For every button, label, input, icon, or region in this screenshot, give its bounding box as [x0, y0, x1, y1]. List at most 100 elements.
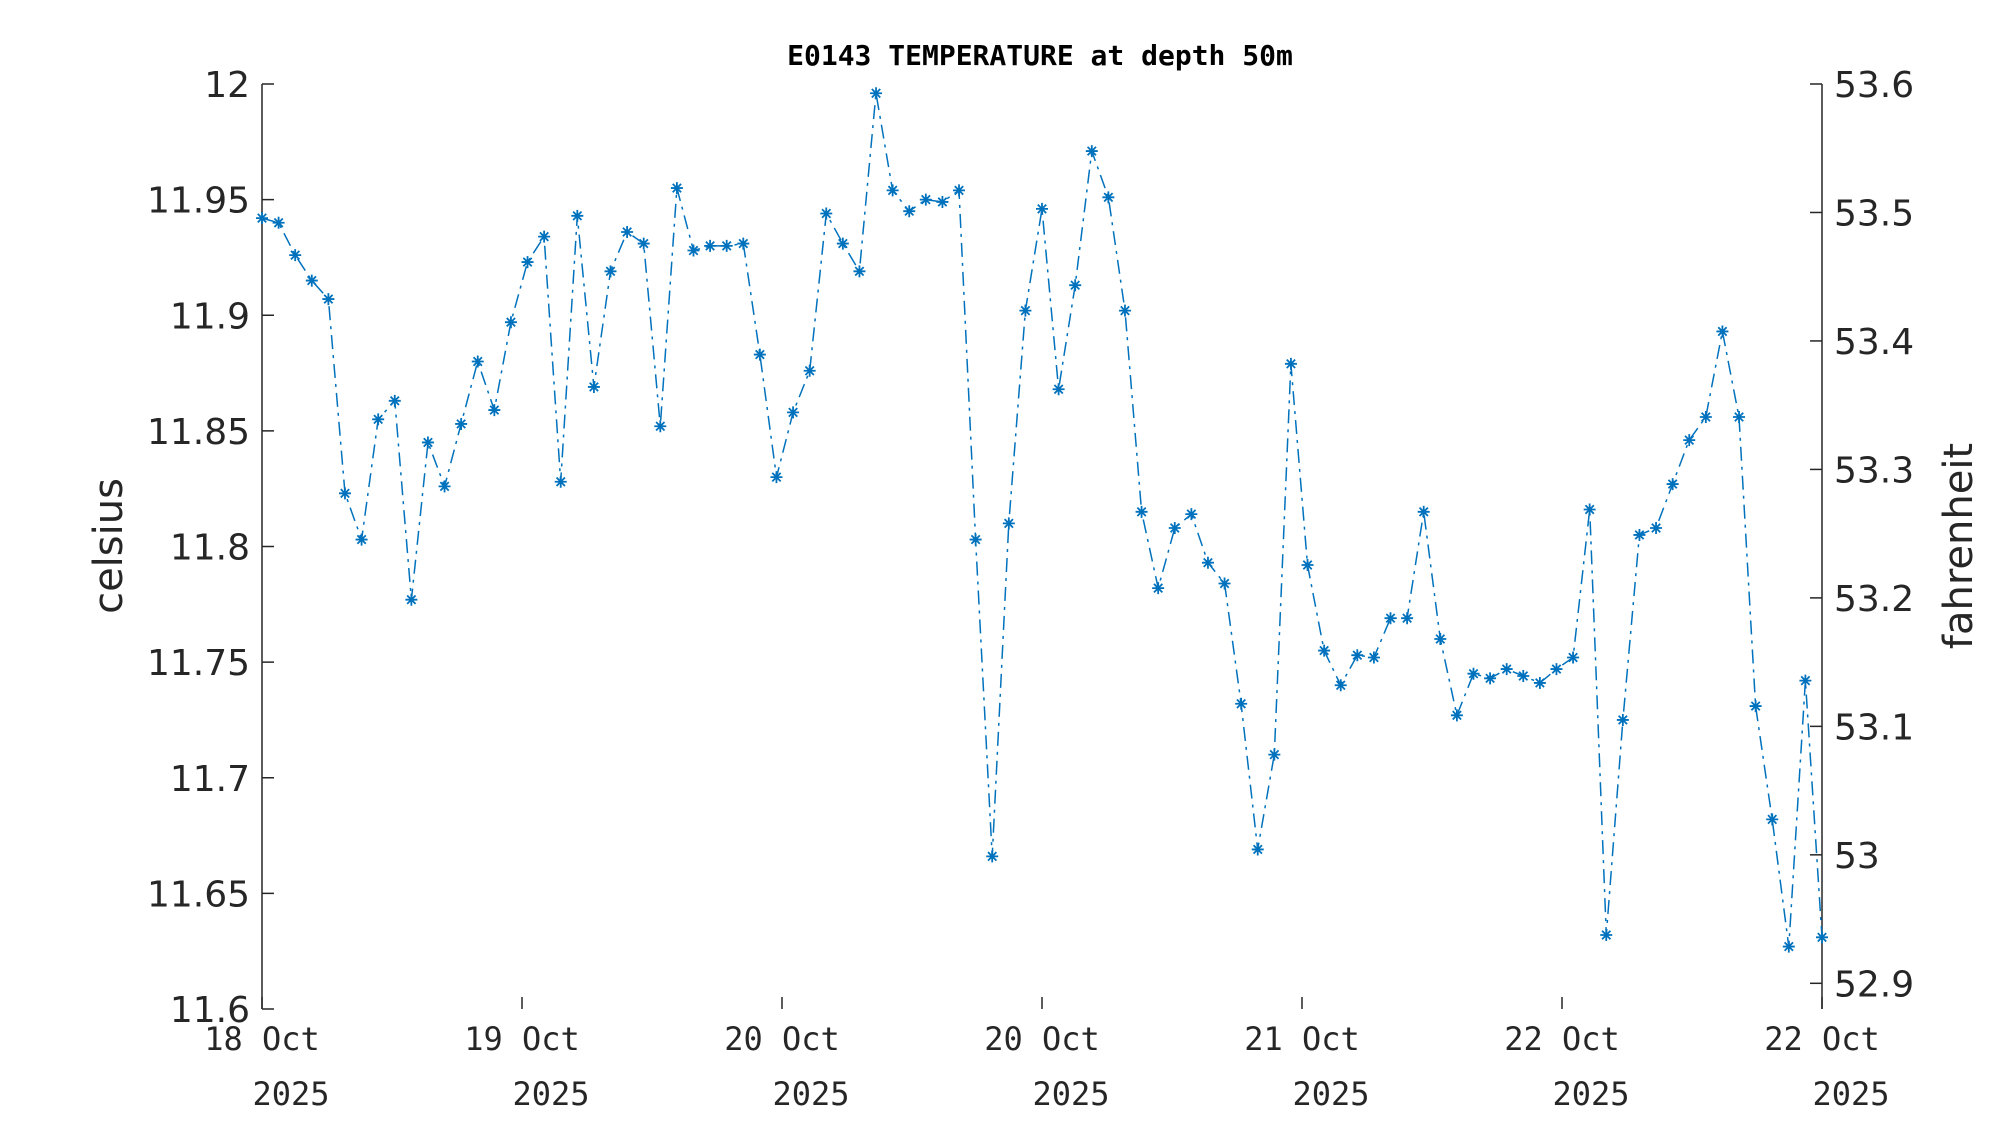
data-point-marker: [1052, 383, 1065, 396]
data-point-marker: [1284, 357, 1297, 370]
left-axis-label: celsius: [86, 478, 132, 614]
left-tick-label: 11.9: [170, 296, 250, 337]
temperature-markers: [256, 87, 1828, 953]
data-point-marker: [1450, 709, 1463, 722]
data-point-marker: [372, 413, 385, 426]
chart-title: E0143 TEMPERATURE at depth 50m: [787, 39, 1293, 72]
data-point-marker: [1069, 279, 1082, 292]
data-point-marker: [770, 471, 783, 484]
data-point-marker: [1351, 649, 1364, 662]
data-point-marker: [1583, 503, 1596, 516]
plot-axes: [261, 84, 1823, 1009]
data-point-marker: [903, 205, 916, 218]
data-point-marker: [604, 265, 617, 278]
data-point-marker: [1235, 697, 1248, 710]
data-point-marker: [1782, 940, 1795, 953]
data-point-marker: [820, 207, 833, 220]
data-point-marker: [571, 209, 584, 222]
data-point-marker: [1118, 304, 1131, 317]
data-point-marker: [1301, 559, 1314, 571]
data-point-marker: [1036, 202, 1048, 215]
right-tick-label: 53.5: [1834, 193, 1914, 234]
data-point-marker: [1218, 577, 1231, 590]
x-tick-label-year: 2025: [252, 1075, 329, 1113]
data-point-marker: [1666, 478, 1679, 491]
data-point-marker: [455, 417, 468, 430]
data-point-marker: [1085, 145, 1098, 158]
x-tick-label-year: 2025: [1812, 1075, 1889, 1113]
data-point-marker: [1616, 713, 1629, 726]
x-tick-label-date: 18 Oct: [204, 1020, 320, 1058]
data-point-marker: [1002, 517, 1015, 530]
data-point-marker: [1600, 929, 1613, 941]
data-point-marker: [1384, 612, 1397, 625]
data-point-marker: [272, 216, 285, 229]
data-point-marker: [421, 436, 434, 449]
data-point-marker: [1401, 612, 1414, 625]
data-point-marker: [870, 87, 883, 100]
data-point-marker: [1268, 748, 1281, 761]
data-point-marker: [1318, 644, 1331, 657]
data-point-marker: [687, 244, 700, 257]
data-point-marker: [355, 533, 368, 546]
data-point-marker: [787, 406, 800, 419]
right-axis-label: fahrenheit: [1936, 443, 1982, 649]
data-point-marker: [438, 480, 451, 493]
data-point-marker: [621, 226, 634, 238]
temperature-series-line: [261, 93, 1823, 947]
data-point-marker: [753, 348, 766, 361]
data-point-marker: [538, 230, 551, 243]
data-point-marker: [305, 274, 318, 287]
data-point-marker: [338, 487, 351, 500]
right-tick-label: 53.3: [1834, 450, 1914, 491]
right-tick-label: 53.1: [1834, 707, 1914, 748]
right-tick-label: 53.6: [1834, 65, 1914, 106]
x-tick-label-year: 2025: [772, 1075, 849, 1113]
data-point-marker: [1550, 663, 1563, 676]
data-point-marker: [1334, 679, 1347, 692]
data-point-marker: [969, 533, 982, 546]
data-point-marker: [587, 380, 600, 393]
left-tick-label: 11.65: [147, 874, 250, 915]
data-point-marker: [256, 212, 268, 225]
data-point-marker: [289, 249, 302, 262]
data-point-marker: [720, 239, 733, 252]
data-point-marker: [1500, 663, 1513, 676]
data-point-marker: [322, 293, 335, 306]
x-ticks: 18 Oct 2025 19 Oct 2025 20 Oct 2025 20 Oct 2025…: [204, 997, 1890, 1113]
data-point-marker: [405, 593, 418, 606]
data-point-marker: [919, 193, 932, 206]
data-point-marker: [1135, 505, 1148, 518]
data-point-marker: [836, 237, 849, 250]
data-point-marker: [1716, 325, 1729, 338]
left-tick-label: 11.95: [147, 181, 250, 222]
data-point-marker: [1749, 700, 1762, 713]
right-tick-label: 52.9: [1834, 964, 1914, 1005]
data-point-marker: [853, 265, 866, 278]
x-tick-label-date: 22 Oct: [1504, 1020, 1620, 1058]
data-point-marker: [1699, 411, 1712, 423]
x-tick-label-year: 2025: [1292, 1075, 1369, 1113]
left-tick-label: 11.8: [170, 528, 250, 569]
data-point-marker: [1567, 651, 1580, 664]
data-point-marker: [1102, 191, 1115, 204]
data-point-marker: [1650, 522, 1663, 534]
data-point-marker: [670, 182, 683, 195]
data-point-marker: [1251, 843, 1264, 856]
data-point-marker: [1683, 434, 1696, 447]
data-point-marker: [554, 475, 567, 488]
x-tick-label-date: 21 Oct: [1244, 1020, 1360, 1058]
data-point-marker: [488, 404, 501, 417]
x-tick-label-year: 2025: [1032, 1075, 1109, 1113]
data-point-marker: [953, 184, 966, 197]
data-point-marker: [1434, 633, 1447, 645]
data-point-marker: [1467, 667, 1480, 680]
data-point-marker: [654, 420, 667, 433]
x-tick-label-date: 19 Oct: [464, 1020, 580, 1058]
data-point-marker: [1417, 505, 1430, 518]
x-tick-label-date: 20 Oct: [724, 1020, 840, 1058]
right-tick-label: 53: [1834, 836, 1880, 877]
data-point-marker: [1533, 676, 1546, 689]
data-point-marker: [637, 237, 650, 250]
